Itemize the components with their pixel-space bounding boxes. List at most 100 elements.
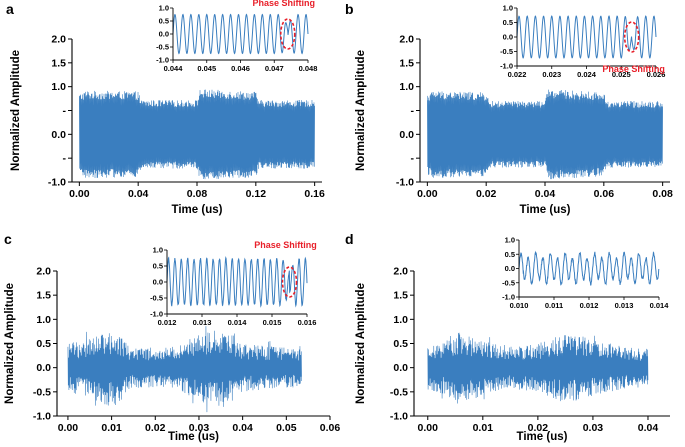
y-tick-label: 0.0 (393, 362, 408, 374)
x-tick-label: 0.00 (417, 188, 438, 200)
inset-y-tick-label: -0.5 (150, 294, 163, 303)
panel-a: 0.00 0.04 0.08 0.12 0.16-1.0-0.0-1.01.52.0Ti… (6, 0, 325, 216)
y-tick-label: 0.0 (36, 362, 51, 374)
y-tick-label: 0.0 (51, 129, 66, 141)
inset-a: 0.044 0.045 0.046 0.047 0.048 -1.0 -0.5 0.0 0.5 1… (156, 0, 317, 73)
y-tick-label: 1.5 (393, 290, 408, 302)
phase-shift-circle (279, 18, 296, 50)
y-tick-label: 1.5 (51, 57, 66, 69)
signal-trace (67, 326, 302, 413)
inset-x-tick-label: 0.013 (615, 301, 634, 310)
inset-y-tick-label: 1.0 (153, 246, 163, 255)
inset-y-tick-label: -1.0 (502, 293, 515, 302)
inset-x-tick-label: 0.013 (193, 318, 212, 327)
inset-trace (166, 255, 308, 308)
x-axis-label: Time (us) (520, 204, 571, 216)
x-tick-label: 0.03 (583, 422, 604, 434)
panel-c: 0.00 0.01 0.02 0.03 0.04 0.05 0.06-1.0-0.50.00… (4, 231, 340, 443)
inset-x-tick-label: 0.012 (580, 301, 599, 310)
inset-x-tick-label: 0.010 (510, 301, 529, 310)
x-tick-label: 0.01 (101, 422, 122, 434)
x-tick-label: 0.08 (652, 188, 673, 200)
x-tick-label: 0.00 (418, 422, 439, 434)
inset-x-tick-label: 0.044 (164, 64, 184, 73)
panel-d: 0.00 0.01 0.02 0.03 0.04 -1.0 -0.5 0.0 0.5 1.0 1.5… (345, 231, 670, 443)
panel-letter: a (6, 1, 14, 17)
x-tick-label: 0.02 (145, 422, 166, 434)
x-tick-label: 0.00 (69, 188, 90, 200)
inset-x-tick-label: 0.016 (298, 318, 317, 327)
y-tick-label: - (63, 105, 67, 117)
inset-y-tick-label: 0.5 (503, 18, 513, 27)
inset-y-tick-label: 0.0 (503, 33, 513, 42)
x-tick-label: 0.04 (128, 188, 149, 200)
x-axis-label: Time (us) (172, 204, 223, 216)
inset-y-tick-label: 0.0 (159, 30, 169, 39)
inset-trace (172, 13, 309, 55)
y-tick-label: 0.0 (399, 129, 414, 141)
inset-y-tick-label: -0.5 (502, 278, 515, 287)
inset-x-tick-label: 0.048 (299, 64, 318, 73)
inset-trace (516, 15, 657, 59)
y-tick-label: 2.0 (393, 266, 408, 278)
inset-y-tick-label: -1.0 (500, 62, 513, 71)
inset-b: 0.022 0.023 0.024 0.025 0.026 -1.0 -0.5 0.0 0.5 1… (500, 4, 665, 79)
inset-y-tick-label: 0.0 (153, 278, 163, 287)
x-tick-label: 0.02 (528, 422, 549, 434)
panel-letter: d (345, 231, 354, 247)
y-tick-label: -1.0 (390, 411, 408, 423)
x-tick-label: 0.01 (473, 422, 494, 434)
y-tick-label: - (411, 105, 415, 117)
x-tick-label: 0.06 (320, 422, 341, 434)
x-tick-label: 0.08 (187, 188, 208, 200)
x-tick-label: 0.16 (304, 188, 325, 200)
inset-y-tick-label: -1.0 (150, 310, 163, 319)
y-tick-label: 1.5 (36, 290, 51, 302)
inset-x-tick-label: 0.026 (647, 70, 666, 79)
y-axis-label: Normalized Amplitude (4, 283, 16, 404)
x-tick-label: 0.02 (476, 188, 497, 200)
y-axis-label: Normalized Amplitude (10, 50, 22, 171)
inset-x-tick-label: 0.011 (545, 301, 563, 310)
inset-trace (518, 250, 660, 286)
inset-x-tick-label: 0.047 (265, 64, 284, 73)
panel-b: 0.00 0.02 0.04 0.06 0.08-1.0-0.0-1.01.52.0Ti… (345, 1, 673, 216)
y-tick-label: 2.0 (51, 34, 66, 46)
inset-c: 0.012 0.013 0.014 0.015 0.016 -1.0 -0.5 0.0 0.5 1… (150, 240, 317, 327)
y-axis-label: Normalized Amplitude (355, 50, 367, 171)
x-tick-label: 0.00 (58, 422, 79, 434)
y-tick-label: 2.0 (399, 34, 414, 46)
inset-y-tick-label: 0.5 (505, 250, 515, 259)
inset-x-tick-label: 0.012 (158, 318, 177, 327)
x-tick-label: 0.05 (276, 422, 297, 434)
signal-trace (79, 89, 315, 180)
inset-y-tick-label: -0.5 (156, 43, 169, 52)
phase-shift-circle (623, 21, 640, 53)
y-tick-label: 0.5 (393, 338, 408, 350)
signal-trace (427, 89, 663, 180)
inset-x-tick-label: 0.045 (197, 64, 216, 73)
y-tick-label: 1.0 (399, 81, 414, 93)
x-tick-label: 0.04 (638, 422, 659, 434)
y-tick-label: 1.0 (393, 314, 408, 326)
x-tick-label: 0.06 (594, 188, 615, 200)
panel-letter: b (345, 1, 354, 17)
inset-y-tick-label: 1.0 (159, 4, 169, 13)
inset-x-tick-label: 0.014 (228, 318, 248, 327)
inset-d: 0.010 0.011 0.012 0.013 0.014 -1.0 -0.5 0.0 0.5 1… (502, 236, 669, 310)
inset-y-tick-label: -0.5 (500, 47, 513, 56)
inset-y-tick-label: 1.0 (503, 4, 513, 13)
y-tick-label: 2.0 (36, 266, 51, 278)
x-tick-label: 0.04 (535, 188, 556, 200)
y-tick-label: -1.0 (396, 177, 414, 189)
y-tick-label: 0.5 (36, 338, 51, 350)
inset-y-tick-label: 0.5 (159, 17, 169, 26)
signal-trace (427, 332, 649, 404)
y-tick-label: - (63, 153, 67, 165)
x-axis-label: Time (us) (517, 431, 568, 443)
inset-x-tick-label: 0.025 (612, 70, 631, 79)
inset-x-tick-label: 0.022 (508, 70, 527, 79)
panel-letter: c (4, 231, 12, 247)
phase-shift-label: Phase Shifting (252, 0, 315, 8)
